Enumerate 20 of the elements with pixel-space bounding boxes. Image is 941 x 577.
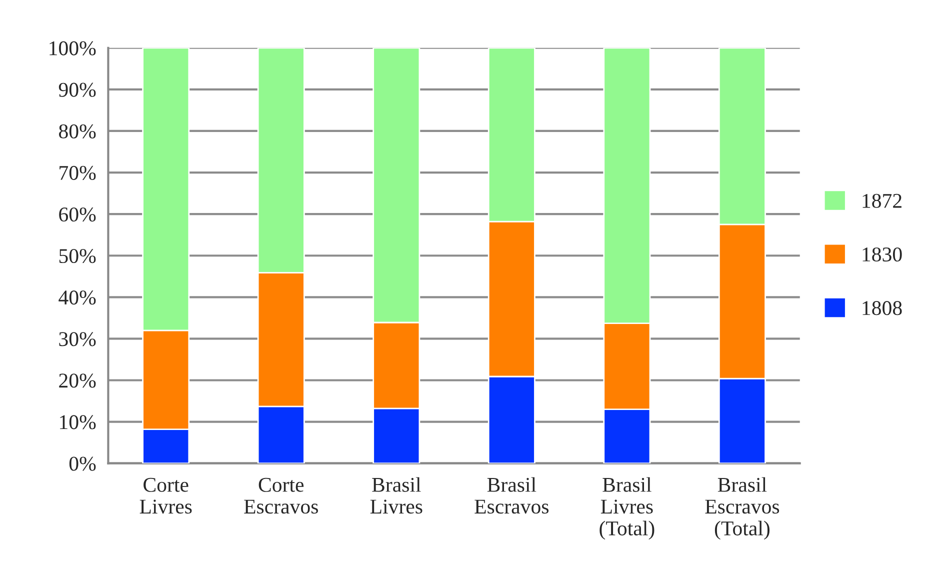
y-tick-label: 30% bbox=[59, 332, 96, 346]
legend-label: 1808 bbox=[862, 301, 902, 316]
y-tick-label: 0% bbox=[69, 456, 96, 471]
x-tick-label: Brasil Livres (Total) bbox=[600, 477, 654, 540]
y-tick-label: 100% bbox=[50, 41, 96, 56]
legend-label: 1830 bbox=[862, 247, 902, 262]
legend-label: 1872 bbox=[862, 194, 902, 208]
x-tick-label: Brasil Escravos bbox=[474, 477, 549, 514]
x-tick-label: Corte Livres bbox=[140, 478, 192, 514]
y-tick-label: 70% bbox=[60, 166, 96, 180]
x-tick-label: Brasil Livres bbox=[370, 477, 422, 514]
y-tick-label: 60% bbox=[59, 207, 96, 222]
y-tick-label: 90% bbox=[58, 82, 96, 97]
y-tick-label: 20% bbox=[59, 374, 96, 388]
x-tick-label: Brasil Escravos (Total) bbox=[705, 477, 780, 540]
y-tick-label: 50% bbox=[59, 248, 96, 264]
y-tick-label: 80% bbox=[59, 124, 96, 138]
y-tick-label: 40% bbox=[58, 290, 96, 305]
x-tick-label: Corte Escravos bbox=[244, 478, 318, 514]
y-tick-label: 10% bbox=[60, 415, 96, 430]
